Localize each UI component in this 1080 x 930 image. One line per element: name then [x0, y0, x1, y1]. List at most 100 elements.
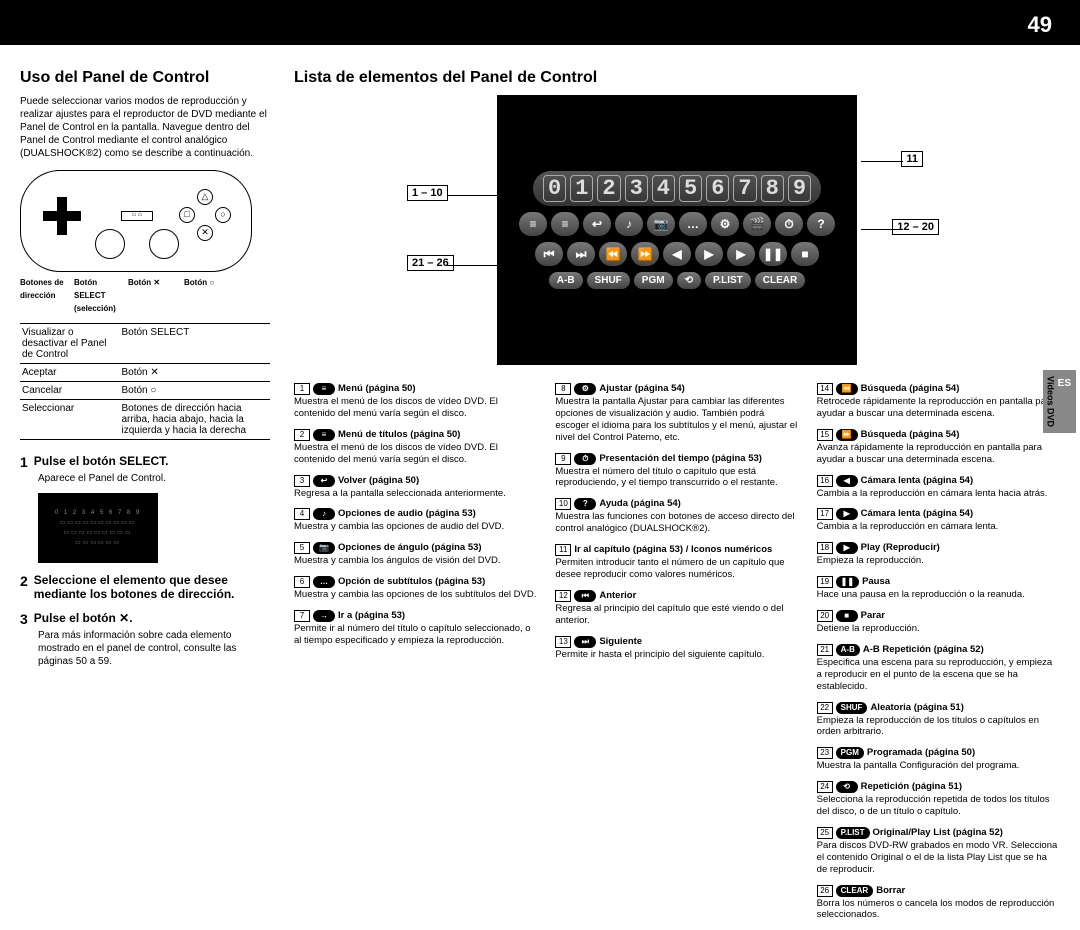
- item-heading: 3↩Volver (página 50): [294, 475, 537, 487]
- item-body: Muestra y cambia las opciones de los sub…: [294, 589, 537, 601]
- item-title: Opción de subtítulos (página 53): [338, 576, 485, 588]
- item-body: Permite ir al número del título o capítu…: [294, 623, 537, 647]
- list-item: 24⟲Repetición (página 51)Selecciona la r…: [817, 781, 1060, 818]
- item-title: Menú (página 50): [338, 383, 416, 395]
- callout-12-20: 12 – 20: [892, 219, 939, 235]
- item-body: Empieza la reproducción.: [817, 555, 1060, 567]
- item-body: Cambia a la reproducción en cámara lenta…: [817, 521, 1060, 533]
- item-heading: 1≡Menú (página 50): [294, 383, 537, 395]
- face-buttons: △ □ ○ ✕: [179, 189, 229, 239]
- item-number: 22: [817, 702, 833, 714]
- item-icon: ⟲: [836, 781, 858, 793]
- actions-table: Visualizar o desactivar el Panel de Cont…: [20, 323, 270, 440]
- item-number: 19: [817, 576, 833, 588]
- item-heading: 15⏩Búsqueda (página 54): [817, 429, 1060, 441]
- item-icon: 📷: [313, 542, 335, 554]
- item-body: Cambia a la reproducción en cámara lenta…: [817, 488, 1060, 500]
- list-item: 3↩Volver (página 50)Regresa a la pantall…: [294, 475, 537, 500]
- item-number: 24: [817, 781, 833, 793]
- item-heading: 22SHUFAleatoria (página 51): [817, 702, 1060, 714]
- item-title: Siguiente: [599, 636, 642, 648]
- item-number: 8: [555, 383, 571, 395]
- item-body: Muestra el menú de los discos de vídeo D…: [294, 396, 537, 420]
- steps: 1Pulse el botón SELECT. Aparece el Panel…: [20, 454, 270, 668]
- item-title: Volver (página 50): [338, 475, 419, 487]
- left-intro: Puede seleccionar varios modos de reprod…: [20, 95, 270, 160]
- item-title: Pausa: [862, 576, 890, 588]
- table-row: Visualizar o desactivar el Panel de Cont…: [20, 324, 270, 364]
- left-title: Uso del Panel de Control: [20, 69, 270, 87]
- item-icon: ⏮: [574, 590, 596, 602]
- item-heading: 24⟲Repetición (página 51): [817, 781, 1060, 793]
- item-title: Presentación del tiempo (página 53): [599, 453, 762, 465]
- item-body: Detiene la reproducción.: [817, 623, 1060, 635]
- item-body: Muestra y cambia las opciones de audio d…: [294, 521, 537, 533]
- list-item: 6…Opción de subtítulos (página 53)Muestr…: [294, 576, 537, 601]
- items-col-1: 1≡Menú (página 50)Muestra el menú de los…: [294, 383, 537, 930]
- item-number: 7: [294, 610, 310, 622]
- item-icon: ⚙: [574, 383, 596, 395]
- item-number: 1: [294, 383, 310, 395]
- item-body: Muestra la pantalla Ajustar para cambiar…: [555, 396, 798, 444]
- items-col-3: 14⏪Búsqueda (página 54)Retrocede rápidam…: [817, 383, 1060, 930]
- item-title: Parar: [861, 610, 885, 622]
- list-item: 9⏱Presentación del tiempo (página 53)Mue…: [555, 453, 798, 490]
- controller-labels-3: (selección): [20, 304, 270, 313]
- badge-row: A-BSHUFPGM⟲P.LISTCLEAR: [549, 272, 805, 289]
- item-heading: 16◀Cámara lenta (página 54): [817, 475, 1060, 487]
- item-number: 23: [817, 747, 833, 759]
- item-title: Búsqueda (página 54): [861, 383, 960, 395]
- list-item: 4♪Opciones de audio (página 53)Muestra y…: [294, 508, 537, 533]
- controller-diagram: △ □ ○ ✕ ▭ ▭: [20, 170, 252, 272]
- item-icon: ❚❚: [836, 576, 859, 588]
- item-heading: 19❚❚Pausa: [817, 576, 1060, 588]
- item-number: 16: [817, 475, 833, 487]
- item-title: Cámara lenta (página 54): [861, 475, 973, 487]
- list-item: 8⚙Ajustar (página 54)Muestra la pantalla…: [555, 383, 798, 444]
- item-title: Ir a (página 53): [338, 610, 405, 622]
- mid-title: Lista de elementos del Panel de Control: [294, 69, 1060, 87]
- item-heading: 2≡Menú de títulos (página 50): [294, 429, 537, 441]
- list-item: 20■PararDetiene la reproducción.: [817, 610, 1060, 635]
- step-3-heading: 3Pulse el botón ✕.: [20, 611, 270, 627]
- item-number: 26: [817, 885, 833, 897]
- item-title: Repetición (página 51): [861, 781, 962, 793]
- item-title: A-B Repetición (página 52): [863, 644, 984, 656]
- item-title: Cámara lenta (página 54): [861, 508, 973, 520]
- item-icon: P.LIST: [836, 827, 870, 839]
- item-icon: ?: [574, 498, 596, 510]
- item-icon: ⏱: [574, 453, 596, 465]
- item-heading: 18▶Play (Reproducir): [817, 542, 1060, 554]
- item-icon: SHUF: [836, 702, 868, 714]
- item-heading: 8⚙Ajustar (página 54): [555, 383, 798, 395]
- item-number: 11: [555, 544, 571, 556]
- callout-11: 11: [901, 151, 923, 167]
- item-number: 12: [555, 590, 571, 602]
- item-body: Avanza rápidamente la reproducción en pa…: [817, 442, 1060, 466]
- item-body: Permite ir hasta el principio del siguie…: [555, 649, 798, 661]
- item-body: Empieza la reproducción de los títulos o…: [817, 715, 1060, 739]
- item-heading: 21A-BA-B Repetición (página 52): [817, 644, 1060, 656]
- table-row: CancelarBotón ○: [20, 382, 270, 400]
- item-icon: ⏩: [836, 429, 858, 441]
- item-body: Para discos DVD-RW grabados en modo VR. …: [817, 840, 1060, 876]
- item-icon: A-B: [836, 644, 860, 656]
- item-icon: ◀: [836, 475, 858, 487]
- item-number: 6: [294, 576, 310, 588]
- item-icon: …: [313, 576, 335, 588]
- lang-badge: ES: [1056, 376, 1073, 391]
- item-number: 13: [555, 636, 571, 648]
- list-item: 1≡Menú (página 50)Muestra el menú de los…: [294, 383, 537, 420]
- screen-wrap: 1 – 10 21 – 26 11 12 – 20 0123456789 ≡≡↩…: [457, 95, 897, 365]
- item-body: Muestra y cambia los ángulos de visión d…: [294, 555, 537, 567]
- item-number: 2: [294, 429, 310, 441]
- controller-labels: Botones de Botón Botón ✕ Botón ○: [20, 278, 270, 287]
- item-number: 9: [555, 453, 571, 465]
- list-item: 13⏭SiguientePermite ir hasta el principi…: [555, 636, 798, 661]
- item-title: Menú de títulos (página 50): [338, 429, 460, 441]
- list-item: 21A-BA-B Repetición (página 52)Especific…: [817, 644, 1060, 693]
- list-item: 2≡Menú de títulos (página 50)Muestra el …: [294, 429, 537, 466]
- item-number: 3: [294, 475, 310, 487]
- item-body: Muestra las funciones con botones de acc…: [555, 511, 798, 535]
- digit-row: 0123456789: [533, 171, 821, 206]
